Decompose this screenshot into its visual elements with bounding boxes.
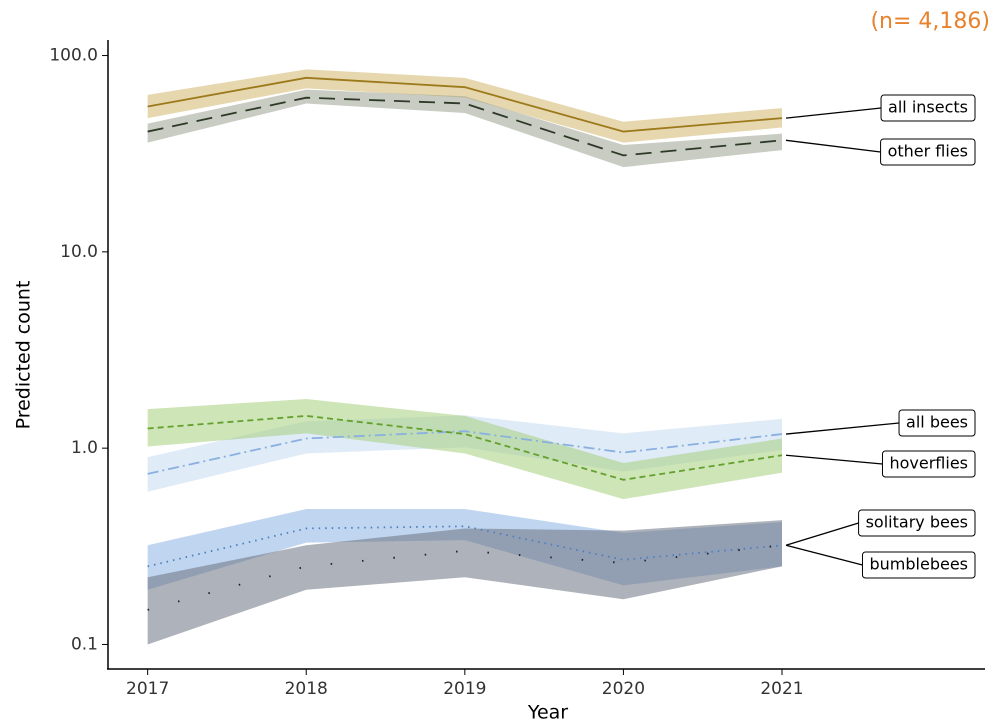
x-tick-label: 2021: [760, 679, 803, 699]
series-label: bumblebees: [869, 555, 968, 574]
series-line: [147, 96, 783, 157]
x-tick-label: 2018: [285, 679, 328, 699]
annotation: (n= 4,186): [870, 9, 990, 34]
y-tick-label: 100.0: [49, 46, 98, 66]
series-line: [147, 76, 783, 133]
confidence-band: [147, 69, 783, 143]
series-label: all insects: [888, 98, 968, 117]
leader-line: [785, 422, 900, 435]
bands: [147, 69, 783, 645]
confidence-band: [147, 520, 783, 645]
series-label: all bees: [906, 413, 968, 432]
x-axis-title: Year: [527, 702, 568, 724]
leader-line: [785, 544, 863, 566]
x-tick-label: 2020: [602, 679, 645, 699]
y-tick-label: 0.1: [71, 634, 98, 654]
leader-line: [785, 107, 882, 119]
x-tick-label: 2017: [126, 679, 169, 699]
leader-line: [785, 522, 859, 546]
series-line: [147, 430, 783, 475]
x-tick-label: 2019: [443, 679, 486, 699]
series-line: [147, 544, 783, 611]
y-tick-label: 1.0: [71, 438, 98, 458]
leader-line: [785, 139, 881, 153]
series-label: solitary bees: [866, 513, 968, 532]
y-tick-label: 10.0: [60, 242, 98, 262]
leader-line: [785, 454, 883, 465]
y-axis-title: Predicted count: [13, 281, 35, 430]
confidence-band: [147, 399, 783, 500]
series-label: other flies: [888, 142, 968, 161]
confidence-band: [147, 415, 783, 492]
series-label: hoverflies: [889, 454, 968, 473]
confidence-band: [147, 89, 783, 168]
